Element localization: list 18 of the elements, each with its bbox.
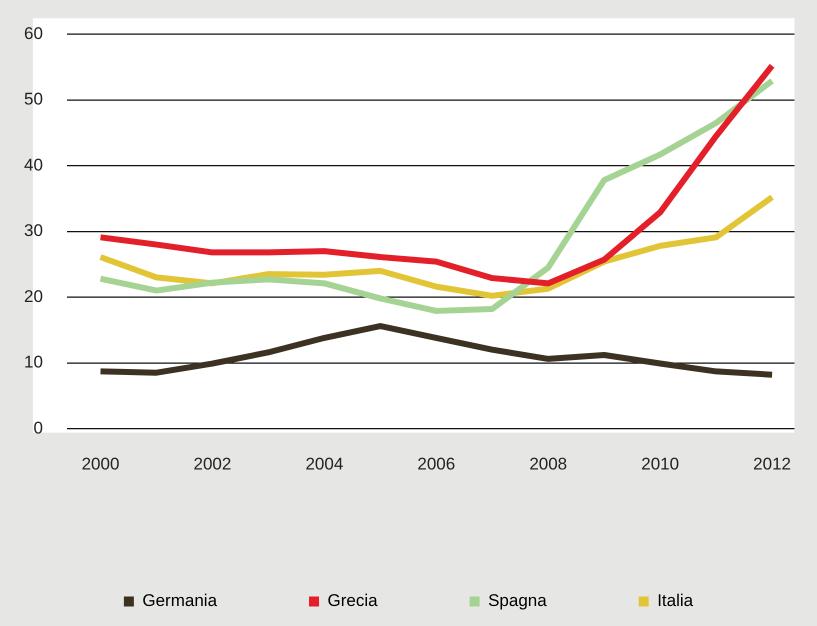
legend-label: Spagna bbox=[488, 591, 548, 610]
legend-label: Grecia bbox=[328, 591, 378, 610]
y-tick-label: 40 bbox=[24, 155, 43, 174]
y-tick-label: 50 bbox=[24, 90, 43, 109]
y-tick-label: 20 bbox=[24, 286, 43, 306]
x-tick-label: 2002 bbox=[194, 454, 232, 474]
y-tick-label: 60 bbox=[24, 24, 43, 43]
x-tick-label: 2004 bbox=[305, 454, 344, 474]
y-tick-label: 0 bbox=[33, 418, 43, 438]
x-tick-label: 2010 bbox=[641, 454, 680, 474]
x-tick-label: 2006 bbox=[417, 454, 456, 474]
legend-label: Italia bbox=[657, 591, 694, 610]
y-tick-label: 10 bbox=[24, 352, 43, 372]
legend-label: Germania bbox=[142, 591, 218, 610]
x-tick-label: 2012 bbox=[753, 454, 792, 474]
x-tick-label: 2008 bbox=[529, 454, 568, 474]
x-tick-label: 2000 bbox=[82, 454, 120, 474]
y-tick-label: 30 bbox=[24, 221, 43, 240]
